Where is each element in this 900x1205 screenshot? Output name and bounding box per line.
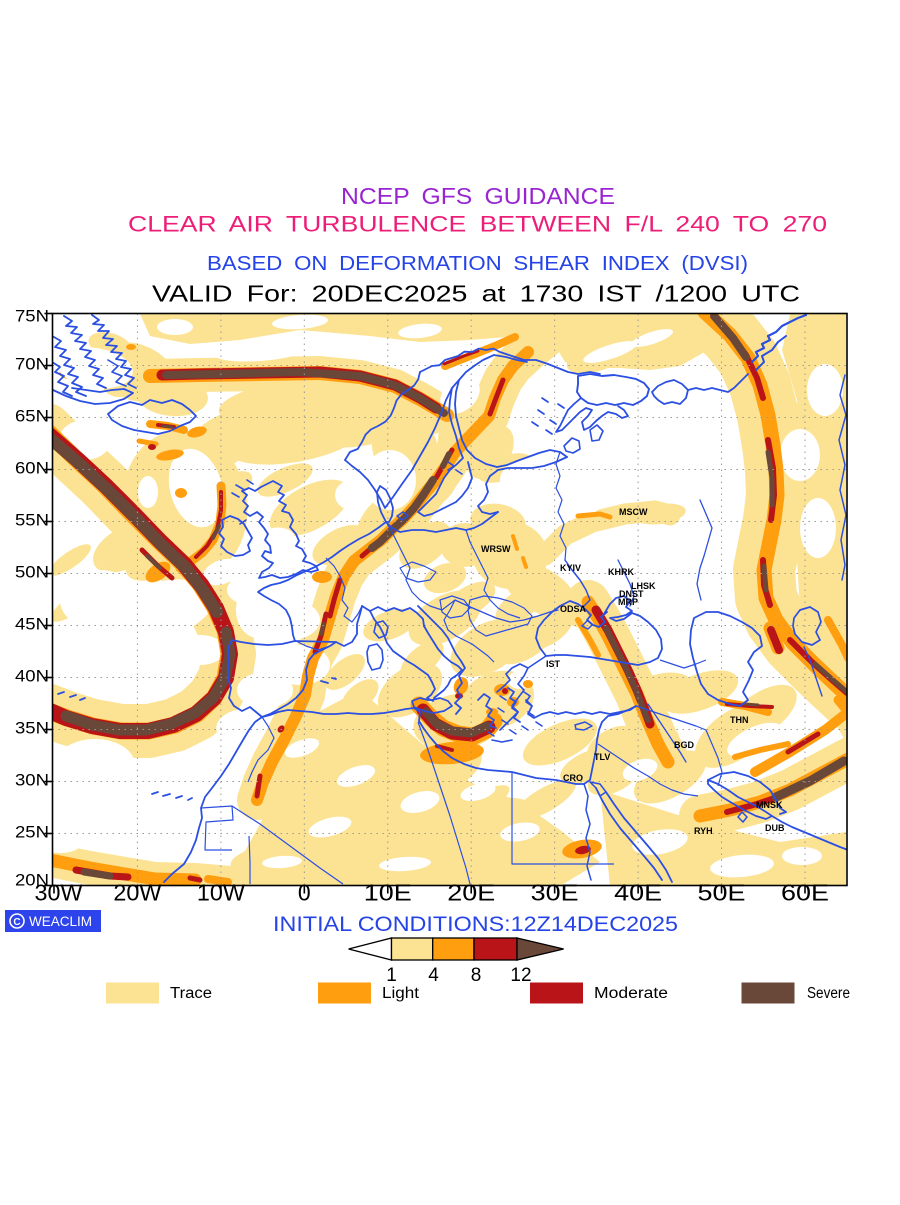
svg-text:20N: 20N [15,872,49,890]
svg-text:Moderate: Moderate [594,985,668,1002]
svg-text:ODSA: ODSA [560,604,587,614]
svg-text:IST: IST [546,659,561,669]
svg-text:25N: 25N [15,824,49,842]
svg-text:4: 4 [428,965,439,986]
svg-text:20W: 20W [113,880,161,906]
svg-text:20E: 20E [447,880,495,906]
svg-text:Light: Light [382,985,420,1002]
svg-text:30W: 30W [35,880,83,906]
svg-text:8: 8 [471,965,482,986]
svg-text:KHRK: KHRK [608,567,634,577]
svg-text:WRSW: WRSW [481,544,511,554]
svg-text:TLV: TLV [594,752,610,762]
svg-text:THN: THN [730,715,749,725]
svg-text:C: C [13,917,20,928]
svg-text:NCEP GFS GUIDANCE: NCEP GFS GUIDANCE [341,183,615,209]
svg-text:VALID For: 20DEC2025 at 1730 I: VALID For: 20DEC2025 at 1730 IST /1200 U… [152,281,800,307]
svg-text:50N: 50N [15,564,49,582]
svg-text:10W: 10W [197,880,245,906]
svg-text:1: 1 [386,965,397,986]
svg-text:INITIAL CONDITIONS:12Z14DEC202: INITIAL CONDITIONS:12Z14DEC2025 [273,912,678,936]
svg-text:0: 0 [298,880,311,906]
svg-text:45N: 45N [15,616,49,634]
svg-text:Trace: Trace [170,985,212,1002]
svg-text:KYIV: KYIV [560,563,581,573]
svg-text:55N: 55N [15,512,49,530]
svg-text:RYH: RYH [694,826,713,836]
svg-text:CLEAR AIR TURBULENCE BETWEEN F: CLEAR AIR TURBULENCE BETWEEN F/L 240 TO … [128,212,827,237]
svg-text:Severe: Severe [807,985,850,1002]
svg-text:LHSK: LHSK [631,581,656,591]
svg-text:40N: 40N [15,668,49,686]
svg-text:BASED ON DEFORMATION SHEAR IND: BASED ON DEFORMATION SHEAR INDEX (DVSI) [207,253,748,275]
svg-text:60E: 60E [781,880,829,906]
svg-text:65N: 65N [15,408,49,426]
svg-text:30E: 30E [531,880,579,906]
svg-text:35N: 35N [15,720,49,738]
svg-text:DUB: DUB [765,823,785,833]
svg-text:BGD: BGD [674,740,695,750]
svg-text:70N: 70N [15,356,49,374]
svg-text:CRO: CRO [563,773,583,783]
svg-text:75N: 75N [15,308,49,326]
svg-text:30N: 30N [15,772,49,790]
svg-text:MSCW: MSCW [619,507,648,517]
svg-text:12: 12 [510,965,531,986]
svg-text:WEACLIM: WEACLIM [29,914,92,929]
svg-text:DNST: DNST [619,589,644,599]
svg-text:40E: 40E [614,880,662,906]
svg-text:MNSK: MNSK [756,800,783,810]
svg-text:60N: 60N [15,460,49,478]
svg-text:50E: 50E [698,880,746,906]
svg-text:MRP: MRP [618,597,638,607]
svg-text:10E: 10E [364,880,412,906]
